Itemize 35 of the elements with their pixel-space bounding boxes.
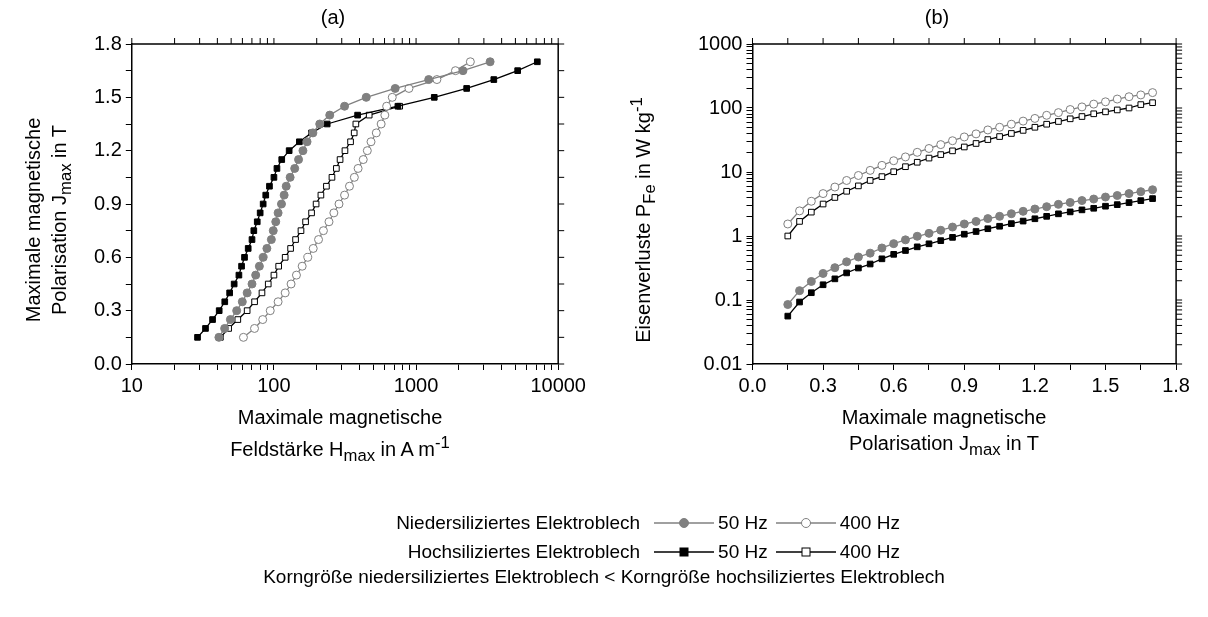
- y-tick-label: 10: [720, 159, 743, 182]
- x-tick-label: 1.2: [1020, 373, 1049, 396]
- x-tick-label: 0.9: [950, 373, 979, 396]
- y-tick-label: 1.8: [93, 31, 122, 54]
- x-tick-label: 10000: [530, 373, 586, 396]
- y-tick-label: 0.6: [93, 244, 122, 267]
- legend-label: 50 Hz: [718, 511, 768, 534]
- x-tick-label: 0.0: [738, 373, 767, 396]
- y-tick-label: 0.01: [703, 351, 743, 374]
- text: Hochsiliziertes Elektroblech: [406, 540, 641, 563]
- y-tick-label: 1000: [697, 31, 743, 54]
- text: Korngröße niedersiliziertes Elektroblech < Korngröße hochsiliziertes Elektroblech: [262, 566, 946, 589]
- x-tick-label: 100: [257, 373, 291, 396]
- y-tick-label: 0.9: [93, 191, 122, 214]
- legend-label: 400 Hz: [839, 511, 900, 534]
- legend-label: 50 Hz: [718, 540, 768, 563]
- chart-title: (b): [924, 5, 950, 28]
- y-tick-label: 100: [709, 95, 743, 118]
- x-tick-label: 1000: [393, 373, 439, 396]
- chart-title: (a): [320, 5, 346, 28]
- y-tick-label: 0.1: [714, 287, 743, 310]
- text: Niedersiliziertes Elektroblech: [395, 511, 641, 534]
- y-tick-label: 0.3: [93, 298, 122, 321]
- x-tick-label: 1.8: [1162, 373, 1190, 396]
- x-axis-title: Maximale magnetische Feldstärke H$_{max}$ in A m$^{-1}$: [229, 405, 451, 467]
- y-tick-label: 0.0: [93, 351, 122, 374]
- x-tick-label: 1.5: [1091, 373, 1120, 396]
- y-tick-label: 1.5: [93, 84, 122, 107]
- x-tick-label: 10: [120, 373, 143, 396]
- y-tick-label: 1: [731, 223, 743, 246]
- y-tick-label: 1.2: [93, 138, 122, 161]
- x-axis-title: Maximale magnetische Polarisation J$_{max}$ in T: [840, 405, 1048, 461]
- x-tick-label: 0.3: [809, 373, 837, 396]
- x-tick-label: 0.6: [879, 373, 908, 396]
- legend-label: 400 Hz: [839, 540, 900, 563]
